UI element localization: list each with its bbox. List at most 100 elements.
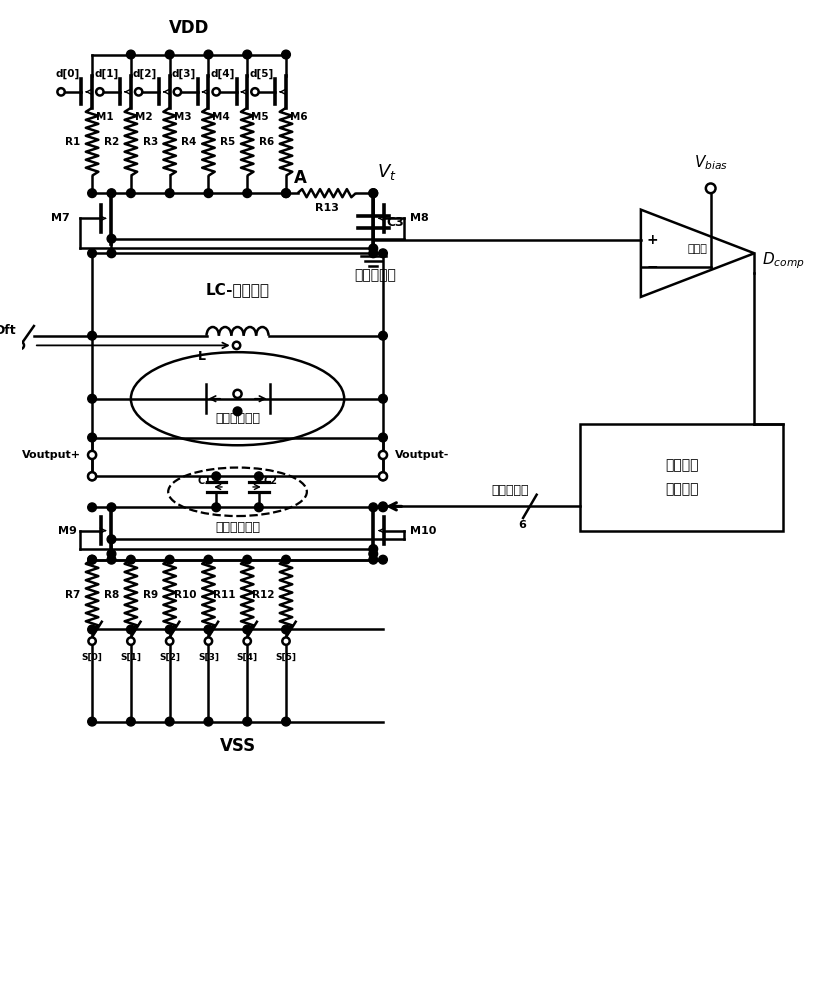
Text: −: − bbox=[647, 260, 658, 274]
Text: d[1]: d[1] bbox=[94, 69, 119, 79]
Text: d[4]: d[4] bbox=[210, 69, 235, 79]
Text: R9: R9 bbox=[143, 590, 158, 600]
Text: 基本可变电容: 基本可变电容 bbox=[215, 521, 260, 534]
Circle shape bbox=[87, 472, 96, 481]
Circle shape bbox=[127, 637, 134, 645]
Circle shape bbox=[96, 88, 104, 96]
Text: +: + bbox=[647, 233, 658, 247]
Text: R2: R2 bbox=[104, 137, 119, 147]
Circle shape bbox=[369, 189, 377, 198]
Text: M7: M7 bbox=[51, 213, 70, 223]
Text: LC-谐振网路: LC-谐振网路 bbox=[205, 282, 269, 297]
Circle shape bbox=[255, 472, 263, 481]
Text: M10: M10 bbox=[410, 526, 437, 536]
Circle shape bbox=[369, 503, 377, 512]
Circle shape bbox=[127, 717, 135, 726]
Text: M1: M1 bbox=[96, 112, 114, 122]
Text: C2: C2 bbox=[264, 476, 278, 486]
Text: $V_t$: $V_t$ bbox=[377, 162, 397, 182]
Text: M8: M8 bbox=[410, 213, 428, 223]
Text: R10: R10 bbox=[175, 590, 197, 600]
Text: Dft: Dft bbox=[0, 324, 16, 337]
Circle shape bbox=[378, 502, 387, 511]
Circle shape bbox=[369, 189, 377, 198]
Bar bbox=[580, 424, 784, 531]
Circle shape bbox=[379, 472, 387, 480]
Text: M5: M5 bbox=[251, 112, 269, 122]
Circle shape bbox=[166, 50, 174, 59]
Circle shape bbox=[87, 331, 96, 340]
Text: 6: 6 bbox=[518, 520, 526, 530]
Text: VDD: VDD bbox=[169, 19, 209, 37]
Text: S[4]: S[4] bbox=[236, 653, 258, 662]
Text: L: L bbox=[198, 350, 206, 363]
Text: S[0]: S[0] bbox=[82, 653, 102, 662]
Circle shape bbox=[379, 451, 387, 459]
Circle shape bbox=[378, 394, 387, 403]
Circle shape bbox=[174, 88, 181, 96]
Circle shape bbox=[244, 637, 250, 645]
Circle shape bbox=[282, 717, 290, 726]
Circle shape bbox=[107, 234, 116, 243]
Circle shape bbox=[87, 717, 96, 726]
Circle shape bbox=[282, 625, 290, 634]
Circle shape bbox=[706, 183, 715, 193]
Circle shape bbox=[233, 390, 241, 398]
Text: M2: M2 bbox=[135, 112, 152, 122]
Circle shape bbox=[378, 433, 387, 442]
Circle shape bbox=[107, 189, 116, 198]
Text: R11: R11 bbox=[213, 590, 236, 600]
Circle shape bbox=[166, 555, 174, 564]
Text: 可变电容阵列: 可变电容阵列 bbox=[215, 412, 260, 425]
Circle shape bbox=[87, 625, 96, 634]
Circle shape bbox=[369, 249, 377, 258]
Text: R3: R3 bbox=[143, 137, 158, 147]
Circle shape bbox=[378, 472, 387, 481]
Circle shape bbox=[166, 717, 174, 726]
Text: S[5]: S[5] bbox=[275, 653, 297, 662]
Circle shape bbox=[87, 555, 96, 564]
Text: $V_{bias}$: $V_{bias}$ bbox=[694, 153, 728, 172]
Text: S[1]: S[1] bbox=[120, 653, 142, 662]
Circle shape bbox=[282, 555, 290, 564]
Circle shape bbox=[107, 535, 116, 544]
Circle shape bbox=[107, 249, 116, 258]
Circle shape bbox=[378, 503, 387, 512]
Text: M9: M9 bbox=[59, 526, 77, 536]
Circle shape bbox=[369, 545, 377, 553]
Circle shape bbox=[87, 189, 96, 198]
Text: 低通滤波器: 低通滤波器 bbox=[353, 269, 396, 283]
Text: R1: R1 bbox=[65, 137, 81, 147]
Circle shape bbox=[166, 625, 174, 634]
Text: 幅度控刺字: 幅度控刺字 bbox=[492, 484, 529, 497]
Circle shape bbox=[233, 407, 242, 416]
Circle shape bbox=[204, 50, 213, 59]
Circle shape bbox=[127, 189, 135, 198]
Circle shape bbox=[204, 555, 213, 564]
Text: d[3]: d[3] bbox=[171, 69, 196, 79]
Circle shape bbox=[378, 249, 387, 258]
Circle shape bbox=[369, 549, 377, 558]
Circle shape bbox=[88, 637, 96, 645]
Circle shape bbox=[213, 88, 220, 96]
Circle shape bbox=[378, 331, 387, 340]
Circle shape bbox=[135, 88, 143, 96]
Text: Voutput+: Voutput+ bbox=[21, 450, 81, 460]
Text: M3: M3 bbox=[174, 112, 191, 122]
Text: M6: M6 bbox=[290, 112, 307, 122]
Circle shape bbox=[16, 342, 24, 349]
Circle shape bbox=[243, 189, 251, 198]
Text: M4: M4 bbox=[213, 112, 230, 122]
Circle shape bbox=[251, 88, 259, 96]
Text: R5: R5 bbox=[220, 137, 236, 147]
Text: 数字自动: 数字自动 bbox=[665, 459, 699, 473]
Circle shape bbox=[166, 637, 173, 645]
Text: S[3]: S[3] bbox=[198, 653, 219, 662]
Text: R7: R7 bbox=[65, 590, 81, 600]
Text: R8: R8 bbox=[104, 590, 119, 600]
Circle shape bbox=[107, 503, 116, 512]
Circle shape bbox=[243, 50, 251, 59]
Circle shape bbox=[204, 625, 213, 634]
Circle shape bbox=[255, 503, 263, 512]
Circle shape bbox=[127, 625, 135, 634]
